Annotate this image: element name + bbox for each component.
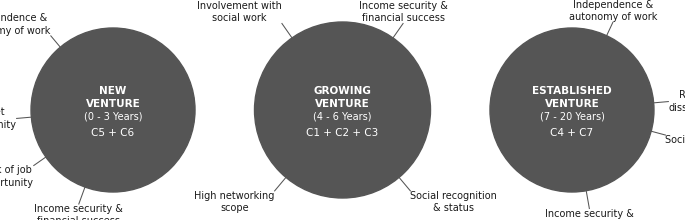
- Text: Social recognition
& status: Social recognition & status: [410, 191, 497, 213]
- Text: Independence &
autonomy of work: Independence & autonomy of work: [0, 13, 51, 36]
- Text: Lack of job
opportunity: Lack of job opportunity: [0, 165, 34, 188]
- Text: Social recognition
& status: Social recognition & status: [665, 135, 685, 158]
- Text: High networking
scope: High networking scope: [195, 191, 275, 213]
- Circle shape: [490, 28, 654, 192]
- Text: NEW: NEW: [99, 86, 127, 95]
- Text: C4 + C7: C4 + C7: [551, 128, 593, 138]
- Text: Income security &
financial success: Income security & financial success: [545, 209, 634, 220]
- Text: GROWING: GROWING: [314, 86, 371, 95]
- Circle shape: [255, 22, 430, 198]
- Text: C5 + C6: C5 + C6: [92, 128, 134, 138]
- Text: VENTURE: VENTURE: [86, 99, 140, 108]
- Circle shape: [31, 28, 195, 192]
- Text: VENTURE: VENTURE: [545, 99, 599, 108]
- Text: ESTABLISHED: ESTABLISHED: [532, 86, 612, 95]
- Text: Independence &
autonomy of work: Independence & autonomy of work: [569, 0, 657, 22]
- Text: Income security &
financial success: Income security & financial success: [34, 204, 123, 220]
- Text: (4 - 6 Years): (4 - 6 Years): [313, 112, 372, 121]
- Text: C1 + C2 + C3: C1 + C2 + C3: [306, 128, 379, 138]
- Text: VENTURE: VENTURE: [315, 99, 370, 108]
- Text: (7 - 20 Years): (7 - 20 Years): [540, 112, 604, 121]
- Text: (0 - 3 Years): (0 - 3 Years): [84, 112, 142, 121]
- Text: Involvement with
social work: Involvement with social work: [197, 1, 282, 24]
- Text: Income security &
financial success: Income security & financial success: [359, 1, 447, 24]
- Text: Market
opportunity: Market opportunity: [0, 107, 16, 130]
- Text: Removing
dissatisfaction: Removing dissatisfaction: [669, 90, 685, 113]
